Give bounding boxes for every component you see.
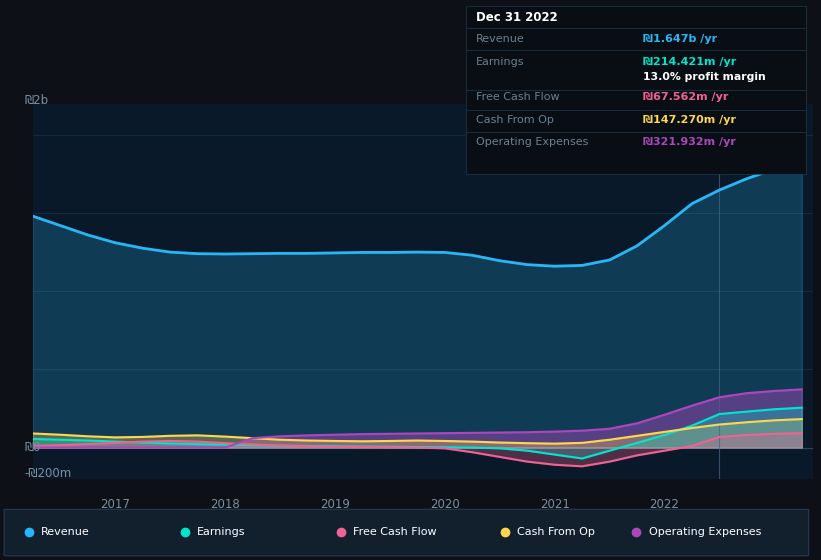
FancyBboxPatch shape: [4, 510, 809, 556]
Text: Free Cash Flow: Free Cash Flow: [475, 92, 559, 102]
Text: Revenue: Revenue: [41, 527, 89, 537]
Text: Free Cash Flow: Free Cash Flow: [353, 527, 437, 537]
Text: -₪200m: -₪200m: [25, 466, 72, 480]
Text: Earnings: Earnings: [197, 527, 245, 537]
Text: ₪67.562m /yr: ₪67.562m /yr: [643, 92, 728, 102]
Text: Cash From Op: Cash From Op: [517, 527, 595, 537]
Text: ₪1.647b /yr: ₪1.647b /yr: [643, 34, 717, 44]
Text: 2017: 2017: [100, 497, 131, 511]
Text: 2019: 2019: [320, 497, 350, 511]
Text: Earnings: Earnings: [475, 57, 525, 67]
Text: ₪214.421m /yr: ₪214.421m /yr: [643, 57, 736, 67]
Text: 2022: 2022: [649, 497, 680, 511]
Text: Cash From Op: Cash From Op: [475, 115, 553, 125]
Text: Revenue: Revenue: [475, 34, 525, 44]
Text: 2021: 2021: [539, 497, 570, 511]
Text: 2018: 2018: [210, 497, 240, 511]
Text: ₪2b: ₪2b: [25, 94, 48, 108]
Text: ₪0: ₪0: [25, 441, 41, 454]
Text: 2020: 2020: [430, 497, 460, 511]
Text: ₪321.932m /yr: ₪321.932m /yr: [643, 137, 736, 147]
Text: Dec 31 2022: Dec 31 2022: [475, 11, 557, 25]
Text: Operating Expenses: Operating Expenses: [649, 527, 761, 537]
Text: ₪147.270m /yr: ₪147.270m /yr: [643, 115, 736, 125]
Text: 13.0% profit margin: 13.0% profit margin: [643, 72, 765, 82]
Text: Operating Expenses: Operating Expenses: [475, 137, 588, 147]
